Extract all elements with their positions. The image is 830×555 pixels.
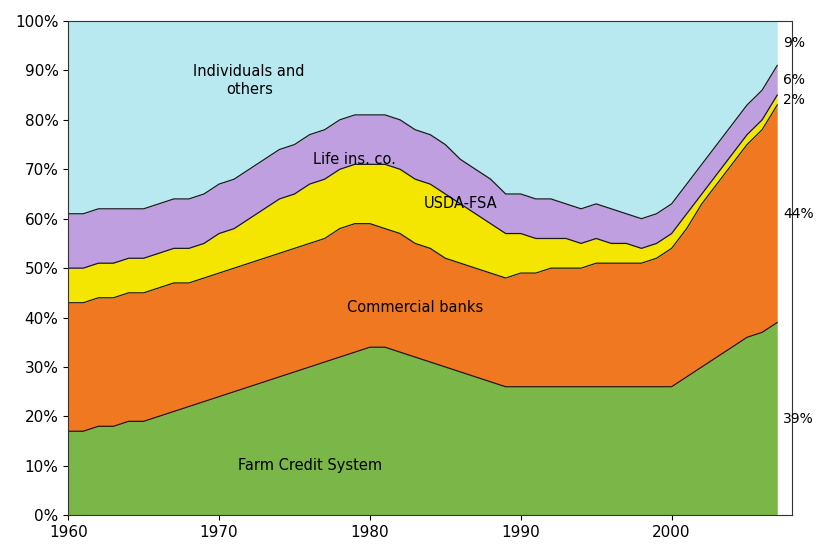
Text: 6%: 6% — [784, 73, 805, 87]
Text: 2%: 2% — [784, 93, 805, 107]
Text: 39%: 39% — [784, 412, 814, 426]
Text: USDA-FSA: USDA-FSA — [423, 196, 497, 211]
Text: Life ins. co.: Life ins. co. — [314, 152, 396, 167]
Text: Individuals and
others: Individuals and others — [193, 64, 305, 97]
Text: Farm Credit System: Farm Credit System — [237, 458, 382, 473]
Text: 9%: 9% — [784, 36, 805, 51]
Text: Commercial banks: Commercial banks — [347, 300, 483, 315]
Text: 44%: 44% — [784, 207, 814, 221]
